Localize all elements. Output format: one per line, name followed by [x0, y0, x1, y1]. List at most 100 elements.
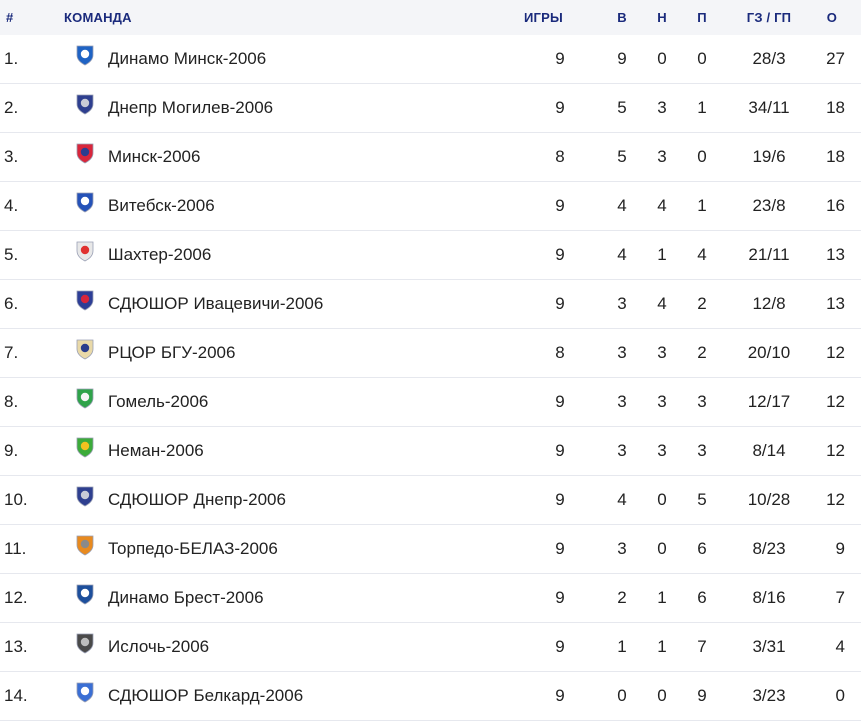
- draws: 3: [657, 147, 667, 166]
- team-name[interactable]: Динамо Минск-2006: [108, 49, 267, 68]
- goals-for-against: 21/11: [748, 245, 790, 264]
- logo-cell: [64, 94, 106, 115]
- losses: 5: [697, 490, 707, 509]
- row-position: 8.: [4, 392, 19, 411]
- goals-for-against: 12/17: [747, 392, 791, 411]
- table-row[interactable]: 5. Шахтер-2006 9 4 1 4 21/11 13: [0, 231, 861, 280]
- team-name[interactable]: СДЮШОР Белкард-2006: [108, 686, 304, 705]
- games-played: 9: [555, 98, 565, 117]
- games-played: 9: [555, 539, 565, 558]
- team-name[interactable]: Шахтер-2006: [108, 245, 212, 264]
- games-played: 9: [555, 245, 565, 264]
- wins: 5: [617, 98, 627, 117]
- table-row[interactable]: 3. Минск-2006 8 5 3 0 19/6 18: [0, 133, 861, 182]
- header-points[interactable]: О: [826, 10, 837, 25]
- table-row[interactable]: 6. СДЮШОР Ивацевичи-2006 9 3 4 2 12/8 13: [0, 280, 861, 329]
- points: 13: [826, 245, 845, 264]
- points: 0: [835, 686, 845, 705]
- header-losses[interactable]: П: [697, 10, 707, 25]
- wins: 2: [617, 588, 627, 607]
- table-row[interactable]: 10. СДЮШОР Днепр-2006 9 4 0 5 10/28 12: [0, 476, 861, 525]
- losses: 2: [697, 343, 707, 362]
- points: 12: [826, 392, 845, 411]
- dinamo-minsk-crest-icon: [76, 45, 94, 66]
- table-row[interactable]: 2. Днепр Могилев-2006 9 5 3 1 34/11 18: [0, 84, 861, 133]
- goals-for-against: 23/8: [752, 196, 786, 215]
- losses: 7: [697, 637, 707, 656]
- wins: 3: [617, 392, 627, 411]
- row-position: 14.: [4, 686, 28, 705]
- neman-crest-icon: [76, 437, 94, 458]
- row-position: 2.: [4, 98, 19, 117]
- draws: 0: [657, 490, 667, 509]
- header-position: #: [6, 10, 14, 25]
- points: 13: [826, 294, 845, 313]
- table-row[interactable]: 4. Витебск-2006 9 4 4 1 23/8 16: [0, 182, 861, 231]
- goals-for-against: 3/31: [752, 637, 786, 656]
- wins: 3: [617, 539, 627, 558]
- wins: 0: [617, 686, 627, 705]
- points: 4: [835, 637, 845, 656]
- draws: 0: [657, 49, 667, 68]
- team-name[interactable]: Днепр Могилев-2006: [108, 98, 274, 117]
- row-position: 9.: [4, 441, 19, 460]
- losses: 1: [697, 98, 707, 117]
- table-row[interactable]: 1. Динамо Минск-2006 9 9 0 0 28/3 27: [0, 35, 861, 84]
- table-row[interactable]: 9. Неман-2006 9 3 3 3 8/14 12: [0, 427, 861, 476]
- games-played: 9: [555, 294, 565, 313]
- wins: 4: [617, 245, 627, 264]
- table-row[interactable]: 11. Торпедо-БЕЛАЗ-2006 9 3 0 6 8/23 9: [0, 525, 861, 574]
- table-row[interactable]: 7. РЦОР БГУ-2006 8 3 3 2 20/10 12: [0, 329, 861, 378]
- team-name[interactable]: СДЮШОР Ивацевичи-2006: [108, 294, 324, 313]
- minsk-crest-icon: [76, 143, 94, 164]
- wins: 3: [617, 441, 627, 460]
- row-position: 6.: [4, 294, 19, 313]
- losses: 3: [697, 392, 707, 411]
- games-played: 9: [555, 49, 565, 68]
- wins: 9: [617, 49, 627, 68]
- team-name[interactable]: Гомель-2006: [108, 392, 209, 411]
- gomel-crest-icon: [76, 388, 94, 409]
- losses: 2: [697, 294, 707, 313]
- team-name[interactable]: Торпедо-БЕЛАЗ-2006: [108, 539, 278, 558]
- table-row[interactable]: 8. Гомель-2006 9 3 3 3 12/17 12: [0, 378, 861, 427]
- games-played: 9: [555, 392, 565, 411]
- wins: 3: [617, 294, 627, 313]
- table-header: # КОМАНДА ИГРЫ В Н П ГЗ / ГП О: [0, 0, 861, 35]
- team-name[interactable]: Витебск-2006: [108, 196, 215, 215]
- ivatsevichi-crest-icon: [76, 290, 94, 311]
- points: 12: [826, 490, 845, 509]
- header-wins[interactable]: В: [617, 10, 627, 25]
- games-played: 9: [555, 637, 565, 656]
- rtsor-bgu-crest-icon: [76, 339, 94, 360]
- header-games[interactable]: ИГРЫ: [524, 10, 563, 25]
- logo-cell: [64, 241, 106, 262]
- row-position: 10.: [4, 490, 28, 509]
- games-played: 9: [555, 490, 565, 509]
- losses: 1: [697, 196, 707, 215]
- points: 27: [826, 49, 845, 68]
- table-row[interactable]: 14. СДЮШОР Белкард-2006 9 0 0 9 3/23 0: [0, 672, 861, 721]
- table-row[interactable]: 13. Ислочь-2006 9 1 1 7 3/31 4: [0, 623, 861, 672]
- points: 18: [826, 98, 845, 117]
- wins: 4: [617, 196, 627, 215]
- team-name[interactable]: СДЮШОР Днепр-2006: [108, 490, 286, 509]
- row-position: 3.: [4, 147, 19, 166]
- team-name[interactable]: Минск-2006: [108, 147, 201, 166]
- goals-for-against: 28/3: [752, 49, 786, 68]
- losses: 6: [697, 539, 707, 558]
- table-row[interactable]: 12. Динамо Брест-2006 9 2 1 6 8/16 7: [0, 574, 861, 623]
- row-position: 13.: [4, 637, 28, 656]
- logo-cell: [64, 584, 106, 605]
- shakhter-crest-icon: [76, 241, 94, 262]
- header-goals[interactable]: ГЗ / ГП: [746, 10, 792, 25]
- team-name[interactable]: Ислочь-2006: [108, 637, 210, 656]
- team-name[interactable]: Динамо Брест-2006: [108, 588, 264, 607]
- header-draws[interactable]: Н: [657, 10, 667, 25]
- team-name[interactable]: Неман-2006: [108, 441, 204, 460]
- losses: 0: [697, 49, 707, 68]
- draws: 4: [657, 196, 667, 215]
- team-name[interactable]: РЦОР БГУ-2006: [108, 343, 236, 362]
- goals-for-against: 19/6: [752, 147, 786, 166]
- header-team[interactable]: КОМАНДА: [64, 10, 132, 25]
